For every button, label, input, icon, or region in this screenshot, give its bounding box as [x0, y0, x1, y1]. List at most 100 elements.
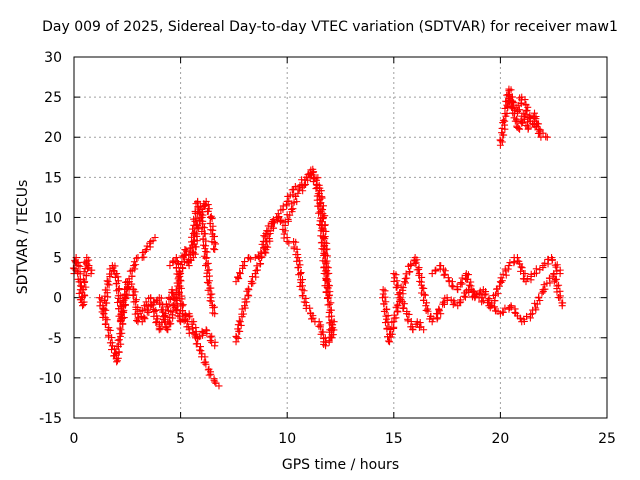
data-point-fill: [405, 310, 413, 318]
data-point: [245, 254, 253, 262]
data-point-fill: [534, 129, 542, 137]
data-point-fill: [533, 300, 541, 308]
data-point-fill: [541, 285, 549, 293]
data-point-fill: [157, 325, 165, 333]
data-point: [501, 117, 509, 125]
data-point-fill: [69, 264, 77, 272]
data-point-fill: [458, 280, 466, 288]
data-point-fill: [204, 279, 212, 287]
data-point-fill: [189, 225, 197, 233]
data-point-fill: [524, 124, 532, 132]
data-point-fill: [115, 294, 123, 302]
data-point-fill: [524, 103, 532, 111]
data-point: [117, 326, 125, 334]
data-point-fill: [132, 254, 140, 262]
data-point-fill: [312, 185, 320, 193]
data-point-fill: [384, 337, 392, 345]
data-point: [211, 342, 219, 350]
data-point-fill: [169, 308, 177, 316]
data-point-fill: [379, 290, 387, 298]
series-trace-k: [390, 270, 428, 334]
data-point-fill: [232, 332, 240, 340]
data-point-fill: [453, 285, 461, 293]
y-tick-label: -10: [39, 371, 62, 387]
data-point-fill: [327, 333, 335, 341]
data-point-fill: [244, 291, 252, 299]
data-point: [394, 302, 402, 310]
data-point-fill: [285, 239, 293, 247]
data-point-fill: [183, 258, 191, 266]
data-point-fill: [237, 321, 245, 329]
data-point: [258, 250, 266, 258]
data-point-fill: [257, 248, 265, 256]
data-point-fill: [113, 287, 121, 295]
data-point-fill: [281, 227, 289, 235]
data-point-fill: [324, 284, 332, 292]
data-point-fill: [179, 264, 187, 272]
data-point-fill: [458, 274, 466, 282]
data-point: [151, 234, 159, 241]
data-point: [556, 270, 564, 278]
data-point-fill: [131, 265, 139, 273]
data-point-fill: [324, 301, 332, 309]
data-point-fill: [532, 122, 540, 130]
data-point-fill: [208, 332, 216, 340]
data-point: [166, 262, 174, 270]
data-point-fill: [550, 277, 558, 285]
data-point-fill: [120, 296, 128, 304]
data-point-fill: [497, 274, 505, 282]
data-point-fill: [115, 336, 123, 344]
data-point: [507, 93, 515, 101]
data-point-fill: [181, 310, 189, 318]
data-point-fill: [393, 277, 401, 285]
series-trace-a: [69, 254, 96, 310]
data-point: [396, 294, 404, 302]
data-point-fill: [265, 235, 273, 243]
data-point-fill: [516, 260, 524, 268]
data-point-fill: [212, 240, 220, 248]
data-point-fill: [315, 202, 323, 210]
data-point-fill: [449, 301, 457, 309]
data-point-fill: [175, 277, 183, 285]
data-point-fill: [320, 263, 328, 271]
data-point-fill: [154, 315, 162, 323]
data-point-fill: [535, 294, 543, 302]
data-point-fill: [493, 285, 501, 293]
data-point-fill: [235, 275, 243, 283]
series-trace-f: [189, 197, 220, 262]
data-point: [432, 310, 440, 318]
data-point-fill: [200, 359, 208, 367]
data-point-fill: [407, 318, 415, 326]
data-point-fill: [515, 124, 523, 132]
data-point-fill: [114, 336, 122, 344]
data-point-fill: [121, 301, 129, 309]
data-point-fill: [117, 340, 125, 348]
data-point-fill: [253, 262, 261, 270]
y-axis-ticks: -15 -10 -5 0 5 10 15 20 25 30: [39, 50, 607, 427]
data-point-fill: [325, 300, 333, 308]
data-point-fill: [418, 284, 426, 292]
data-point-fill: [247, 277, 255, 285]
data-point-fill: [521, 96, 529, 104]
data-point-fill: [315, 322, 323, 330]
data-point-fill: [130, 258, 138, 266]
data-point-fill: [188, 241, 196, 249]
data-point-fill: [320, 234, 328, 242]
data-point: [211, 310, 219, 318]
data-point-fill: [322, 288, 330, 296]
data-point-fill: [152, 306, 160, 314]
data-point: [211, 246, 219, 254]
data-point-fill: [421, 291, 429, 299]
data-point: [428, 318, 436, 326]
data-point-fill: [400, 300, 408, 308]
data-point-fill: [501, 304, 509, 312]
data-point-fill: [200, 224, 208, 232]
data-point-fill: [416, 319, 424, 327]
data-point-fill: [128, 280, 136, 288]
data-point-fill: [144, 306, 151, 314]
data-point-fill: [527, 270, 535, 278]
data-point-fill: [147, 294, 155, 302]
data-point-fill: [490, 303, 498, 311]
y-tick-label: 30: [44, 50, 62, 66]
data-point-fill: [316, 221, 324, 229]
